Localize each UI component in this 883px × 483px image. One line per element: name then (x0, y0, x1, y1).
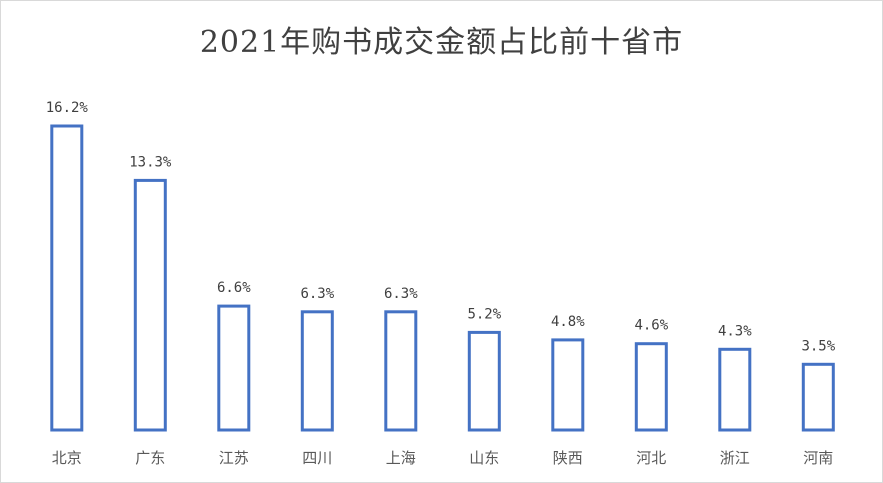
bar-7 (551, 338, 585, 432)
data-label-2: 13.3% (129, 154, 172, 170)
bar-1 (50, 124, 84, 432)
bar-2 (133, 178, 167, 432)
value-labels-layer: 16.2% 13.3% 6.6% 6.3% 6.3% 5.2% 4.8% 4.6% 4.3% 3.… (46, 100, 836, 354)
data-label-5: 6.3% (384, 286, 418, 302)
data-label-4: 6.3% (300, 286, 334, 302)
bar-10 (801, 362, 835, 432)
data-label-6: 5.2% (467, 306, 501, 322)
category-label-8: 河北 (636, 449, 666, 467)
chart-title: 2021年购书成交金额占比前十省市 (199, 25, 684, 60)
category-label-4: 四川 (302, 449, 332, 467)
data-label-9: 4.3% (718, 323, 752, 339)
category-label-9: 浙江 (720, 449, 750, 467)
data-label-3: 6.6% (217, 280, 251, 296)
bar-8 (634, 342, 668, 432)
category-label-2: 广东 (135, 449, 165, 467)
bar-3 (217, 304, 251, 432)
bar-9 (718, 347, 752, 432)
category-label-10: 河南 (803, 449, 833, 467)
data-label-10: 3.5% (801, 338, 835, 354)
bar-6 (467, 330, 501, 432)
category-label-5: 上海 (386, 449, 416, 467)
data-label-1: 16.2% (46, 100, 89, 116)
category-label-3: 江苏 (219, 449, 249, 467)
category-labels-layer: 北京 广东 江苏 四川 上海 山东 陕西 河北 浙江 河南 (52, 449, 834, 467)
data-label-8: 4.6% (634, 318, 668, 334)
bar-5 (384, 310, 418, 432)
category-label-6: 山东 (469, 449, 499, 467)
data-label-7: 4.8% (551, 314, 585, 330)
bars-layer (50, 124, 835, 432)
category-label-1: 北京 (52, 449, 82, 467)
bar-4 (300, 310, 334, 432)
category-label-7: 陕西 (553, 449, 583, 467)
